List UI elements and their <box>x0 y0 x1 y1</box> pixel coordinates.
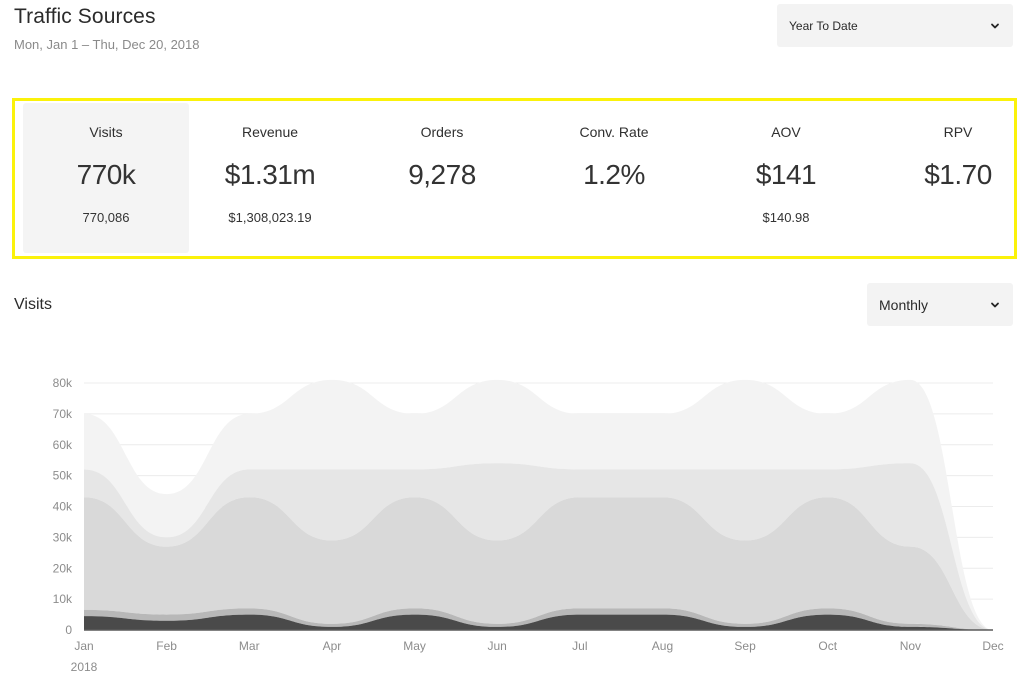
kpi-aov[interactable]: AOV $141 $140.98 <box>703 103 869 253</box>
period-select-value: Monthly <box>879 296 929 313</box>
period-select[interactable]: Monthly <box>867 283 1013 326</box>
x-tick-label: May <box>403 639 426 653</box>
x-tick-label: Dec <box>982 639 1003 653</box>
x-tick-label: Apr <box>323 639 342 653</box>
y-tick-label: 40k <box>53 500 73 514</box>
kpi-subvalue: 770,086 <box>82 210 130 225</box>
kpi-value: $141 <box>755 159 817 190</box>
kpi-value: 1.2% <box>583 159 645 190</box>
kpi-value: $1.70 <box>924 159 992 190</box>
series-area <box>84 463 993 630</box>
x-tick-label: Feb <box>156 639 177 653</box>
kpi-revenue[interactable]: Revenue $1.31m $1,308,023.19 <box>187 103 353 253</box>
kpi-subvalue: $140.98 <box>762 210 810 225</box>
chevron-down-icon <box>991 302 999 307</box>
x-tick-label: Nov <box>900 639 921 653</box>
x-year-label: 2018 <box>71 660 98 674</box>
kpi-value: 9,278 <box>408 159 476 190</box>
kpi-conversion-rate[interactable]: Conv. Rate 1.2% <box>531 103 697 253</box>
series-area <box>84 608 993 630</box>
x-tick-label: Jul <box>572 639 587 653</box>
series-area <box>84 379 993 630</box>
y-tick-label: 60k <box>53 438 73 452</box>
kpi-orders[interactable]: Orders 9,278 <box>359 103 525 253</box>
x-tick-label: Mar <box>239 639 260 653</box>
y-tick-label: 70k <box>53 407 73 421</box>
x-tick-label: Aug <box>652 639 673 653</box>
series-area <box>84 497 993 630</box>
page-title: Traffic Sources <box>14 5 156 28</box>
date-range-select[interactable]: Year To Date <box>777 4 1013 47</box>
y-tick-label: 30k <box>53 530 73 544</box>
x-tick-label: Oct <box>818 639 837 653</box>
y-tick-label: 10k <box>53 592 73 606</box>
kpi-label: Orders <box>420 124 464 140</box>
kpi-label: Visits <box>89 124 123 140</box>
kpi-value: 770k <box>76 159 136 190</box>
y-tick-label: 80k <box>53 376 73 390</box>
kpi-label: Revenue <box>241 124 299 140</box>
kpi-rpv[interactable]: RPV $1.70 <box>875 103 1020 253</box>
chevron-down-icon <box>991 23 999 28</box>
kpi-value: $1.31m <box>224 159 316 190</box>
kpi-subvalue: $1,308,023.19 <box>228 210 312 225</box>
visits-area-chart: 0 10k 20k 30k 40k 50k 60k 70k 80k Jan Feb Mar Apr May… <box>53 376 1004 674</box>
kpi-label: AOV <box>771 124 801 140</box>
chart-section-title: Visits <box>14 296 52 313</box>
x-tick-label: Jan <box>74 639 93 653</box>
x-tick-label: Jun <box>488 639 507 653</box>
x-tick-label: Sep <box>734 639 756 653</box>
kpi-summary-panel: Visits 770k 770,086 Revenue $1.31m $1,30… <box>12 98 1017 259</box>
series-area <box>84 614 993 630</box>
date-range-select-value: Year To Date <box>789 18 858 33</box>
y-tick-label: 50k <box>53 469 73 483</box>
kpi-visits[interactable]: Visits 770k 770,086 <box>23 103 189 253</box>
kpi-label: Conv. Rate <box>579 124 649 140</box>
y-tick-label: 0 <box>65 623 72 637</box>
y-tick-label: 20k <box>53 561 73 575</box>
date-range-label: Mon, Jan 1 – Thu, Dec 20, 2018 <box>14 37 200 52</box>
kpi-label: RPV <box>943 124 973 140</box>
